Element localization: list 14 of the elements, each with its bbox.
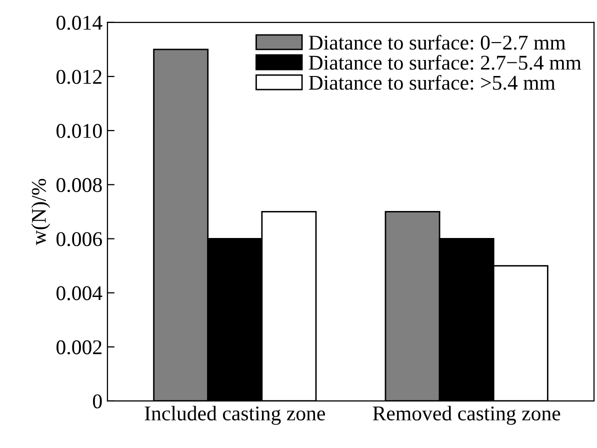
y-tick-label: 0.002 — [56, 340, 102, 354]
y-tick-label: 0.008 — [56, 178, 102, 192]
y-tick-label: 0.006 — [56, 232, 102, 246]
y-tick-label: 0.014 — [56, 16, 102, 30]
y-axis-title: w(N)/% — [31, 178, 50, 246]
y-tick-label: 0 — [92, 394, 102, 408]
legend-label: Diatance to surface: >5.4 mm — [308, 74, 556, 90]
y-tick-label: 0.004 — [56, 286, 102, 300]
x-tick-label: Included casting zone — [144, 406, 325, 425]
y-tick-label: 0.012 — [56, 70, 102, 84]
legend-label: Diatance to surface: 0−2.7 mm — [308, 34, 566, 50]
x-tick-label: Removed casting zone — [372, 406, 560, 425]
y-tick-label: 0.010 — [56, 124, 102, 138]
legend-label: Diatance to surface: 2.7−5.4 mm — [308, 54, 582, 70]
